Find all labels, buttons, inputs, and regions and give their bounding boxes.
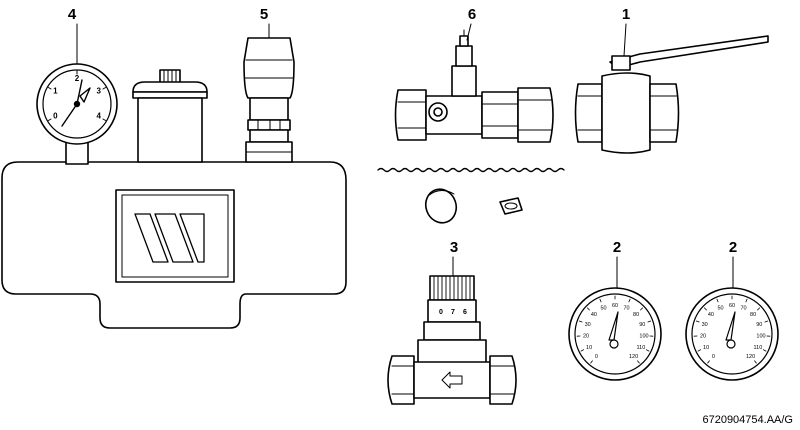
thermometer-left-tick (645, 349, 650, 352)
test-valve (394, 29, 554, 143)
thermometer-right-tick (764, 320, 769, 323)
thermometer-right-tick (757, 307, 760, 311)
thermometer-left-tick (640, 307, 643, 311)
manufacturer-logo (134, 213, 205, 263)
callout-3: 3 (450, 239, 458, 277)
svg-text:2: 2 (613, 239, 621, 256)
balancing-valve: 0 7 6 (387, 275, 517, 405)
thermometer-right-label: 0 (712, 354, 715, 360)
callout-1: 1 (622, 6, 630, 57)
callout-4: 4 (68, 6, 78, 65)
svg-text:4: 4 (68, 6, 77, 23)
thermometer-left-label: 40 (591, 312, 597, 318)
thermometer-left-label: 110 (637, 345, 646, 351)
pressure-gauge-label: 0 (53, 112, 58, 121)
thermometer-right-tick (697, 349, 702, 352)
thermometer-right-label: 120 (746, 354, 755, 360)
callout-2b: 2 (729, 239, 737, 289)
thermometer-right-label: 20 (700, 334, 706, 340)
thermometer-left-tick (578, 320, 583, 323)
pressure-gauge-label: 2 (75, 74, 80, 83)
thermometer-right-needle (725, 311, 736, 349)
pressure-gauge: 0 1 2 3 4 (36, 63, 118, 165)
thermometer-left-label: 30 (585, 322, 591, 328)
callout-6: 6 (466, 6, 476, 41)
thermometer-right-label: 60 (729, 303, 735, 309)
thermometer-right-label: 110 (754, 345, 763, 351)
pressure-gauge-label: 3 (96, 87, 101, 96)
svg-text:6: 6 (468, 6, 476, 23)
thermometer-left-label: 80 (633, 312, 639, 318)
thermometer-right-label: 50 (717, 305, 723, 311)
document-reference: 6720904754.AA/G (702, 414, 793, 426)
thermometer-right-label: 70 (740, 305, 746, 311)
valve-insert (243, 37, 295, 163)
pressure-gauge-tick (47, 87, 52, 90)
package-group: 0 1 2 3 4 (1, 37, 347, 329)
thermometer-left-tick (628, 298, 631, 303)
thermometer-left-tick (647, 320, 652, 323)
callout-2a: 2 (613, 239, 621, 289)
thermometer-left-label: 90 (639, 322, 645, 328)
thermometer-right-label: 80 (750, 312, 756, 318)
thermometer-left-tick (580, 349, 585, 352)
thermometer-left-label: 100 (639, 334, 648, 340)
thermometer-left-label: 20 (583, 334, 589, 340)
pressure-gauge-label: 1 (53, 87, 58, 96)
separator-line (377, 167, 565, 173)
pressure-gauge-needle (61, 79, 91, 127)
thermometer-right-tick (695, 320, 700, 323)
thermometer-left-label: 50 (600, 305, 606, 311)
thermometer-left-tick (587, 307, 590, 311)
pressure-gauge-ticks: 0 1 2 3 4 (47, 70, 107, 121)
thermometer-right-tick (704, 307, 707, 311)
valve-scale-7: 7 (451, 309, 455, 316)
thermometer-right-label: 100 (756, 334, 765, 340)
thermometer-left-tick (599, 298, 602, 303)
pressure-gauge-label: 4 (96, 112, 101, 121)
thermometer-right-tick (745, 298, 748, 303)
ball-valve (574, 35, 769, 154)
thermometer-left-tick (590, 360, 593, 364)
pressure-gauge-tick (47, 118, 52, 121)
thermometer-right-tick (707, 360, 710, 364)
pressure-gauge-tick (102, 118, 107, 121)
small-cap (499, 197, 523, 215)
svg-text:3: 3 (450, 239, 458, 256)
thermometer-right-tick (762, 349, 767, 352)
thermometer-left-label: 120 (629, 354, 638, 360)
air-vent (132, 69, 208, 163)
thermometer-left-label: 10 (586, 345, 592, 351)
thermometer-right-label: 30 (702, 322, 708, 328)
thermometer-left-needle (608, 311, 619, 349)
thermometer-right-label: 40 (708, 312, 714, 318)
valve-scale-0: 0 (439, 309, 443, 316)
valve-scale-6: 6 (463, 309, 467, 316)
cap (424, 188, 458, 224)
thermometer-right-tick (716, 298, 719, 303)
callout-5: 5 (260, 6, 270, 39)
thermometer-left-label: 70 (623, 305, 629, 311)
thermometer-right-tick (754, 360, 757, 364)
thermometer-left-label: 60 (612, 303, 618, 309)
pressure-gauge-tick (102, 87, 107, 90)
thermometer-left-tick (637, 360, 640, 364)
thermometer-right-label: 10 (703, 345, 709, 351)
thermometer-right-label: 90 (756, 322, 762, 328)
svg-text:2: 2 (729, 239, 737, 256)
svg-text:5: 5 (260, 6, 268, 23)
thermometer-left-label: 0 (595, 354, 598, 360)
svg-text:1: 1 (622, 6, 630, 23)
